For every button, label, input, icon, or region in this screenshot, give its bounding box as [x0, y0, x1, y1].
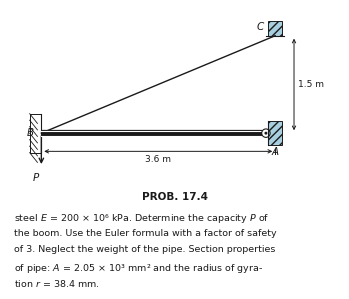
- Text: A: A: [272, 147, 279, 158]
- Circle shape: [265, 132, 267, 134]
- Text: steel $E$ = 200 × 10⁶ kPa. Determine the capacity $P$ of: steel $E$ = 200 × 10⁶ kPa. Determine the…: [14, 212, 269, 225]
- Text: PROB. 17.4: PROB. 17.4: [141, 192, 208, 202]
- Text: of 3. Neglect the weight of the pipe. Section properties: of 3. Neglect the weight of the pipe. Se…: [14, 245, 275, 254]
- Bar: [268, 121, 282, 146]
- Text: P: P: [33, 173, 39, 183]
- Bar: [30, 114, 41, 153]
- Text: of pipe: $A$ = 2.05 × 10³ mm² and the radius of gyra-: of pipe: $A$ = 2.05 × 10³ mm² and the ra…: [14, 262, 263, 275]
- Bar: [268, 21, 282, 36]
- Text: the boom. Use the Euler formula with a factor of safety: the boom. Use the Euler formula with a f…: [14, 229, 277, 238]
- Text: 1.5 m: 1.5 m: [298, 80, 324, 89]
- Text: tion $r$ = 38.4 mm.: tion $r$ = 38.4 mm.: [14, 278, 100, 289]
- Text: B: B: [27, 128, 34, 138]
- Text: 3.6 m: 3.6 m: [145, 155, 171, 164]
- Text: C: C: [257, 22, 264, 32]
